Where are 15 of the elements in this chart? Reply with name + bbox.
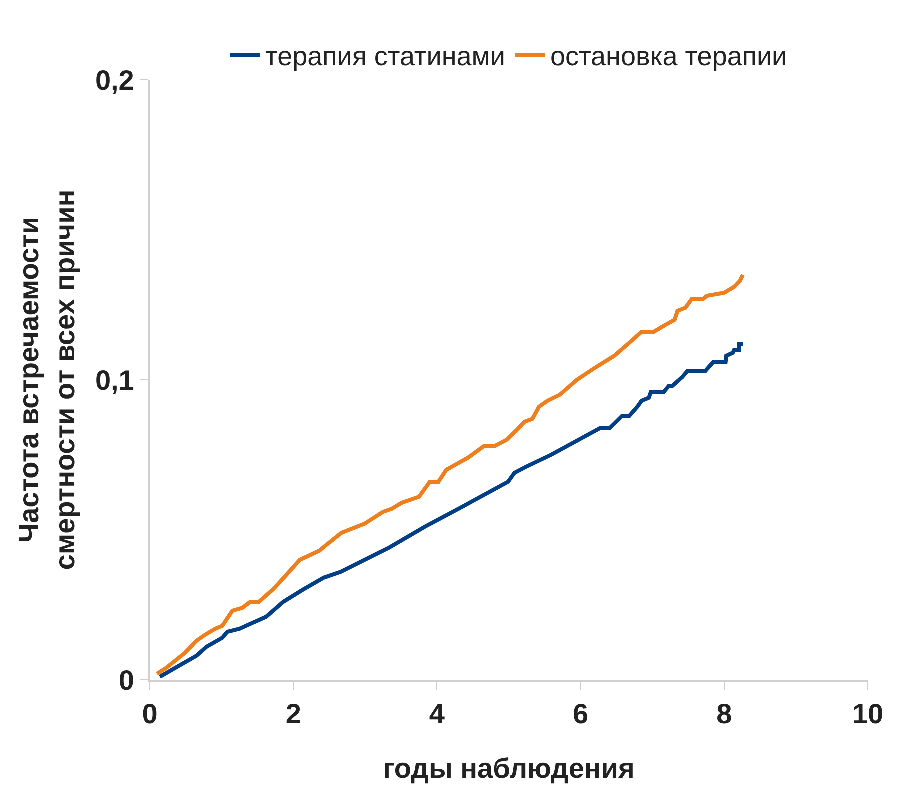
- x-tick-label: 0: [142, 698, 158, 730]
- x-tick-label: 8: [716, 698, 732, 730]
- legend-label: терапия статинами: [266, 42, 506, 72]
- x-tick-label: 6: [573, 698, 589, 730]
- x-tick-label: 4: [429, 698, 446, 730]
- x-axis-title: годы наблюдения: [383, 753, 635, 784]
- line-series: [155, 273, 746, 676]
- y-tick-label: 0,2: [95, 64, 134, 96]
- x-tick-label: 10: [852, 698, 884, 730]
- legend-label: остановка терапии: [550, 42, 788, 72]
- y-tick-label: 0: [118, 664, 134, 696]
- x-tick-label: 2: [286, 698, 302, 730]
- y-tick-label: 0,1: [95, 364, 134, 396]
- line-series: [158, 342, 746, 679]
- y-axis-title: Частота встречаемости смертности от всех причин: [13, 190, 81, 570]
